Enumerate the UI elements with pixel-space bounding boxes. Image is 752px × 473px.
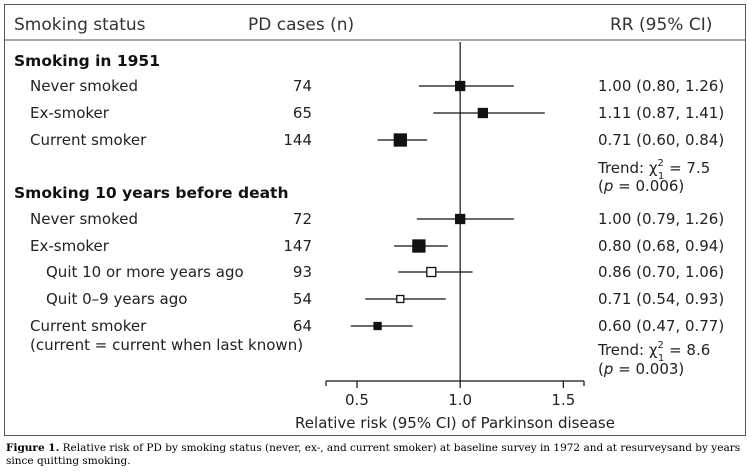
row-pd-cases: 72 xyxy=(293,210,312,228)
forest-row: Never smoked 74 1.00 (0.80, 1.26) xyxy=(30,77,724,95)
row-rr-ci: 0.60 (0.47, 0.77) xyxy=(598,317,724,335)
row-label: Never smoked xyxy=(30,77,138,95)
rr-marker xyxy=(373,321,382,331)
forest-row: Quit 10 or more years ago 93 0.86 (0.70, 1… xyxy=(46,263,724,281)
rr-marker xyxy=(477,107,489,119)
trend-chi-label: Trend: χ xyxy=(597,159,658,177)
x-tick-label: 1.5 xyxy=(551,391,575,409)
rr-marker xyxy=(455,213,466,225)
trend-p-var: p xyxy=(603,177,614,195)
section-title-10-years: Smoking 10 years before death xyxy=(14,184,288,202)
caption-text: Relative risk of PD by smoking status (n… xyxy=(6,442,741,467)
row-rr-ci: 1.00 (0.80, 1.26) xyxy=(598,77,724,95)
header-rr-ci: RR (95% CI) xyxy=(610,15,712,35)
rr-marker-open xyxy=(396,294,405,304)
trend-10-years: Trend: χ2 1 = 8.6 (p = 0.003) xyxy=(597,340,710,378)
trend-chi-sup: 2 xyxy=(658,340,664,351)
row-rr-ci: 0.86 (0.70, 1.06) xyxy=(598,263,724,281)
trend-p-value: = 0.003) xyxy=(613,360,684,378)
trend-p-value: = 0.006) xyxy=(613,177,684,195)
trend-chi-label: Trend: χ xyxy=(597,341,658,359)
header-smoking-status: Smoking status xyxy=(14,15,146,35)
svg-text:(p = 0.003): (p = 0.003) xyxy=(598,360,684,378)
trend-chi-value: = 7.5 xyxy=(664,159,710,177)
forest-row: Ex-smoker 65 1.11 (0.87, 1.41) xyxy=(30,104,724,122)
trend-p-open: ( xyxy=(598,360,604,378)
x-tick-label: 0.5 xyxy=(345,391,369,409)
figure-caption: Figure 1. Relative risk of PD by smoking… xyxy=(6,442,746,467)
svg-text:(p = 0.006): (p = 0.006) xyxy=(598,177,684,195)
row-label: Quit 0–9 years ago xyxy=(46,290,187,308)
trend-chi-sup: 2 xyxy=(658,158,664,169)
row-rr-ci: 1.11 (0.87, 1.41) xyxy=(598,104,724,122)
row-rr-ci: 0.71 (0.60, 0.84) xyxy=(598,131,724,149)
x-axis-label: Relative risk (95% CI) of Parkinson dise… xyxy=(295,414,615,432)
row-pd-cases: 74 xyxy=(293,77,312,95)
forest-row: Ex-smoker 147 0.80 (0.68, 0.94) xyxy=(30,237,724,255)
rr-marker-open xyxy=(426,266,437,278)
forest-row: Current smoker 64 0.60 (0.47, 0.77) xyxy=(30,317,724,335)
current-definition-note: (current = current when last known) xyxy=(30,336,303,354)
row-label: Current smoker xyxy=(30,131,147,149)
x-axis: 0.5 1.0 1.5 xyxy=(325,380,585,409)
rows-layer: Never smoked 74 1.00 (0.80, 1.26) Ex-smoker… xyxy=(30,77,724,335)
row-label: Ex-smoker xyxy=(30,104,110,122)
trend-chi-sub: 1 xyxy=(658,171,664,182)
row-label: Current smoker xyxy=(30,317,147,335)
forest-plot: Smoking status PD cases (n) RR (95% CI) … xyxy=(5,15,745,432)
row-pd-cases: 147 xyxy=(283,237,312,255)
header-pd-cases: PD cases (n) xyxy=(248,15,354,35)
forest-row: Quit 0–9 years ago 54 0.71 (0.54, 0.93) xyxy=(46,290,724,308)
row-pd-cases: 54 xyxy=(293,290,312,308)
trend-p-var: p xyxy=(603,360,614,378)
svg-text:Trend: χ21 = 7.5: Trend: χ2 1 = 7.5 xyxy=(597,158,710,182)
section-title-1951: Smoking in 1951 xyxy=(14,52,160,70)
row-pd-cases: 64 xyxy=(293,317,312,335)
row-label: Ex-smoker xyxy=(30,237,110,255)
row-label: Quit 10 or more years ago xyxy=(46,263,244,281)
trend-chi-value: = 8.6 xyxy=(664,341,710,359)
row-pd-cases: 93 xyxy=(293,263,312,281)
row-label: Never smoked xyxy=(30,210,138,228)
rr-marker xyxy=(412,239,426,253)
trend-p-open: ( xyxy=(598,177,604,195)
row-pd-cases: 65 xyxy=(293,104,312,122)
caption-figure-number: Figure 1. xyxy=(6,442,60,454)
forest-row: Never smoked 72 1.00 (0.79, 1.26) xyxy=(30,210,724,228)
svg-text:Trend: χ21 = 8.6: Trend: χ2 1 = 8.6 xyxy=(597,340,710,364)
row-rr-ci: 1.00 (0.79, 1.26) xyxy=(598,210,724,228)
trend-chi-sub: 1 xyxy=(658,353,664,364)
x-tick-label: 1.0 xyxy=(448,391,472,409)
row-pd-cases: 144 xyxy=(283,131,312,149)
rr-marker xyxy=(455,80,466,92)
figure-frame xyxy=(4,4,746,436)
row-rr-ci: 0.80 (0.68, 0.94) xyxy=(598,237,724,255)
trend-1951: Trend: χ2 1 = 7.5 (p = 0.006) xyxy=(597,158,710,195)
rr-marker xyxy=(393,133,407,147)
forest-row: Current smoker 144 0.71 (0.60, 0.84) xyxy=(30,131,724,149)
row-rr-ci: 0.71 (0.54, 0.93) xyxy=(598,290,724,308)
